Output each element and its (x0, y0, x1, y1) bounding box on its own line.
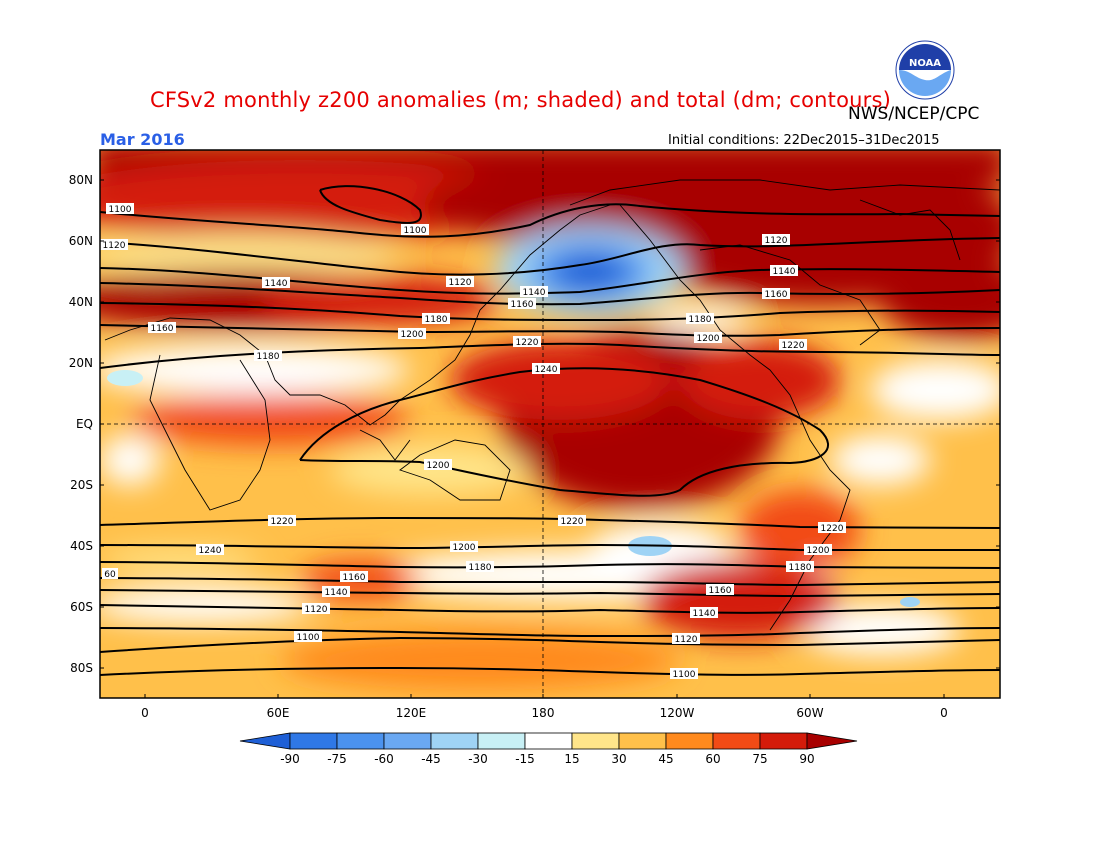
contour-label: 1180 (469, 563, 492, 573)
contour-labels: 1100112011401160118012001220124011001120… (100, 203, 846, 680)
lat-label: 80N (69, 173, 93, 187)
colorbar-tick-label: -60 (374, 752, 394, 766)
colorbar-tick-label: -90 (280, 752, 300, 766)
org-label: NWS/NCEP/CPC (848, 104, 980, 124)
reference-lines (100, 150, 1000, 698)
colorbar-swatch (665, 732, 714, 750)
colorbar-arrow-left (239, 732, 291, 750)
lat-label: 20N (69, 356, 93, 370)
colorbar: -90 -75 -60 -45 -30 -15 15 30 45 60 75 90 (239, 732, 858, 766)
colorbar-swatch (571, 732, 620, 750)
contour-label: 1160 (151, 324, 174, 334)
colorbar-swatch (712, 732, 761, 750)
contour-label: 1240 (535, 365, 558, 375)
forecast-month: Mar 2016 (100, 130, 185, 149)
lon-label: 60E (267, 706, 290, 720)
lat-label: 40N (69, 295, 93, 309)
colorbar-arrow-right (806, 732, 858, 750)
latitude-axis: 80N 60N 40N 20N EQ 20S 40S 60S 80S (69, 173, 1000, 675)
contour-label: 1160 (765, 290, 788, 300)
contour-label: 1220 (271, 517, 294, 527)
contour-label: 1120 (449, 278, 472, 288)
contour-label: 1200 (697, 334, 720, 344)
contour-label: 1220 (821, 524, 844, 534)
contour-label: 1120 (675, 635, 698, 645)
contour-label: 1180 (425, 315, 448, 325)
logo-text: NOAA (909, 58, 941, 69)
noaa-logo-icon: NOAA (895, 40, 955, 100)
colorbar-tick-label: -45 (421, 752, 441, 766)
contour-label: 1200 (807, 546, 830, 556)
contour-label: 60 (104, 570, 116, 580)
contour-label: 1140 (523, 288, 546, 298)
contour-label: 1180 (689, 315, 712, 325)
colorbar-tick-label: 60 (705, 752, 720, 766)
contour-label: 1160 (709, 586, 732, 596)
colorbar-swatch (759, 732, 808, 750)
lon-label: 120W (660, 706, 695, 720)
colorbar-swatch (618, 732, 667, 750)
colorbar-swatch (336, 732, 385, 750)
colorbar-tick-label: -30 (468, 752, 488, 766)
chart-title: CFSv2 monthly z200 anomalies (m; shaded)… (150, 88, 892, 112)
contour-label: 1200 (401, 330, 424, 340)
contour-label: 1140 (325, 588, 348, 598)
colorbar-tick-label: 90 (799, 752, 814, 766)
colorbar-tick-label: 75 (752, 752, 767, 766)
contour-label: 1160 (343, 573, 366, 583)
contour-label: 1240 (199, 546, 222, 556)
contour-label: 1140 (265, 279, 288, 289)
colorbar-swatch (477, 732, 526, 750)
contour-label: 1220 (561, 517, 584, 527)
lon-label: 180 (532, 706, 555, 720)
colorbar-swatch (289, 732, 338, 750)
contour-label: 1220 (782, 341, 805, 351)
contour-label: 1120 (765, 236, 788, 246)
colorbar-tick-label: -15 (515, 752, 535, 766)
colorbar-tick-label: 45 (658, 752, 673, 766)
longitude-axis: 0 60E 120E 180 120W 60W 0 (141, 694, 948, 720)
lat-label: 60N (69, 234, 93, 248)
lon-label: 120E (396, 706, 427, 720)
colorbar-swatch (430, 732, 479, 750)
contour-label: 1120 (305, 605, 328, 615)
contour-label: 1140 (693, 609, 716, 619)
contour-label: 1100 (297, 633, 320, 643)
contour-label: 1120 (103, 241, 126, 251)
lon-label: 60W (796, 706, 823, 720)
contour-label: 1160 (511, 300, 534, 310)
contour-label: 1200 (453, 543, 476, 553)
initial-conditions: Initial conditions: 22Dec2015–31Dec2015 (668, 133, 940, 148)
coastlines (104, 179, 1000, 631)
anomaly-shading (100, 150, 1000, 698)
lat-label: EQ (76, 417, 93, 431)
contour-label: 1100 (673, 670, 696, 680)
colorbar-tick-label: 30 (611, 752, 626, 766)
contour-label: 1100 (404, 226, 427, 236)
contour-label: 1140 (773, 267, 796, 277)
lon-label: 0 (141, 706, 149, 720)
colorbar-tick-label: 15 (564, 752, 579, 766)
lat-label: 80S (70, 661, 93, 675)
contour-label: 1180 (257, 352, 280, 362)
contour-label: 1100 (109, 205, 132, 215)
lat-label: 20S (70, 478, 93, 492)
contour-label: 1220 (516, 338, 539, 348)
colorbar-tick-label: -75 (327, 752, 347, 766)
contour-label: 1200 (427, 461, 450, 471)
colorbar-swatch (383, 732, 432, 750)
lon-label: 0 (940, 706, 948, 720)
lat-label: 40S (70, 539, 93, 553)
contour-label: 1180 (789, 563, 812, 573)
colorbar-swatch (524, 732, 573, 750)
lat-label: 60S (70, 600, 93, 614)
